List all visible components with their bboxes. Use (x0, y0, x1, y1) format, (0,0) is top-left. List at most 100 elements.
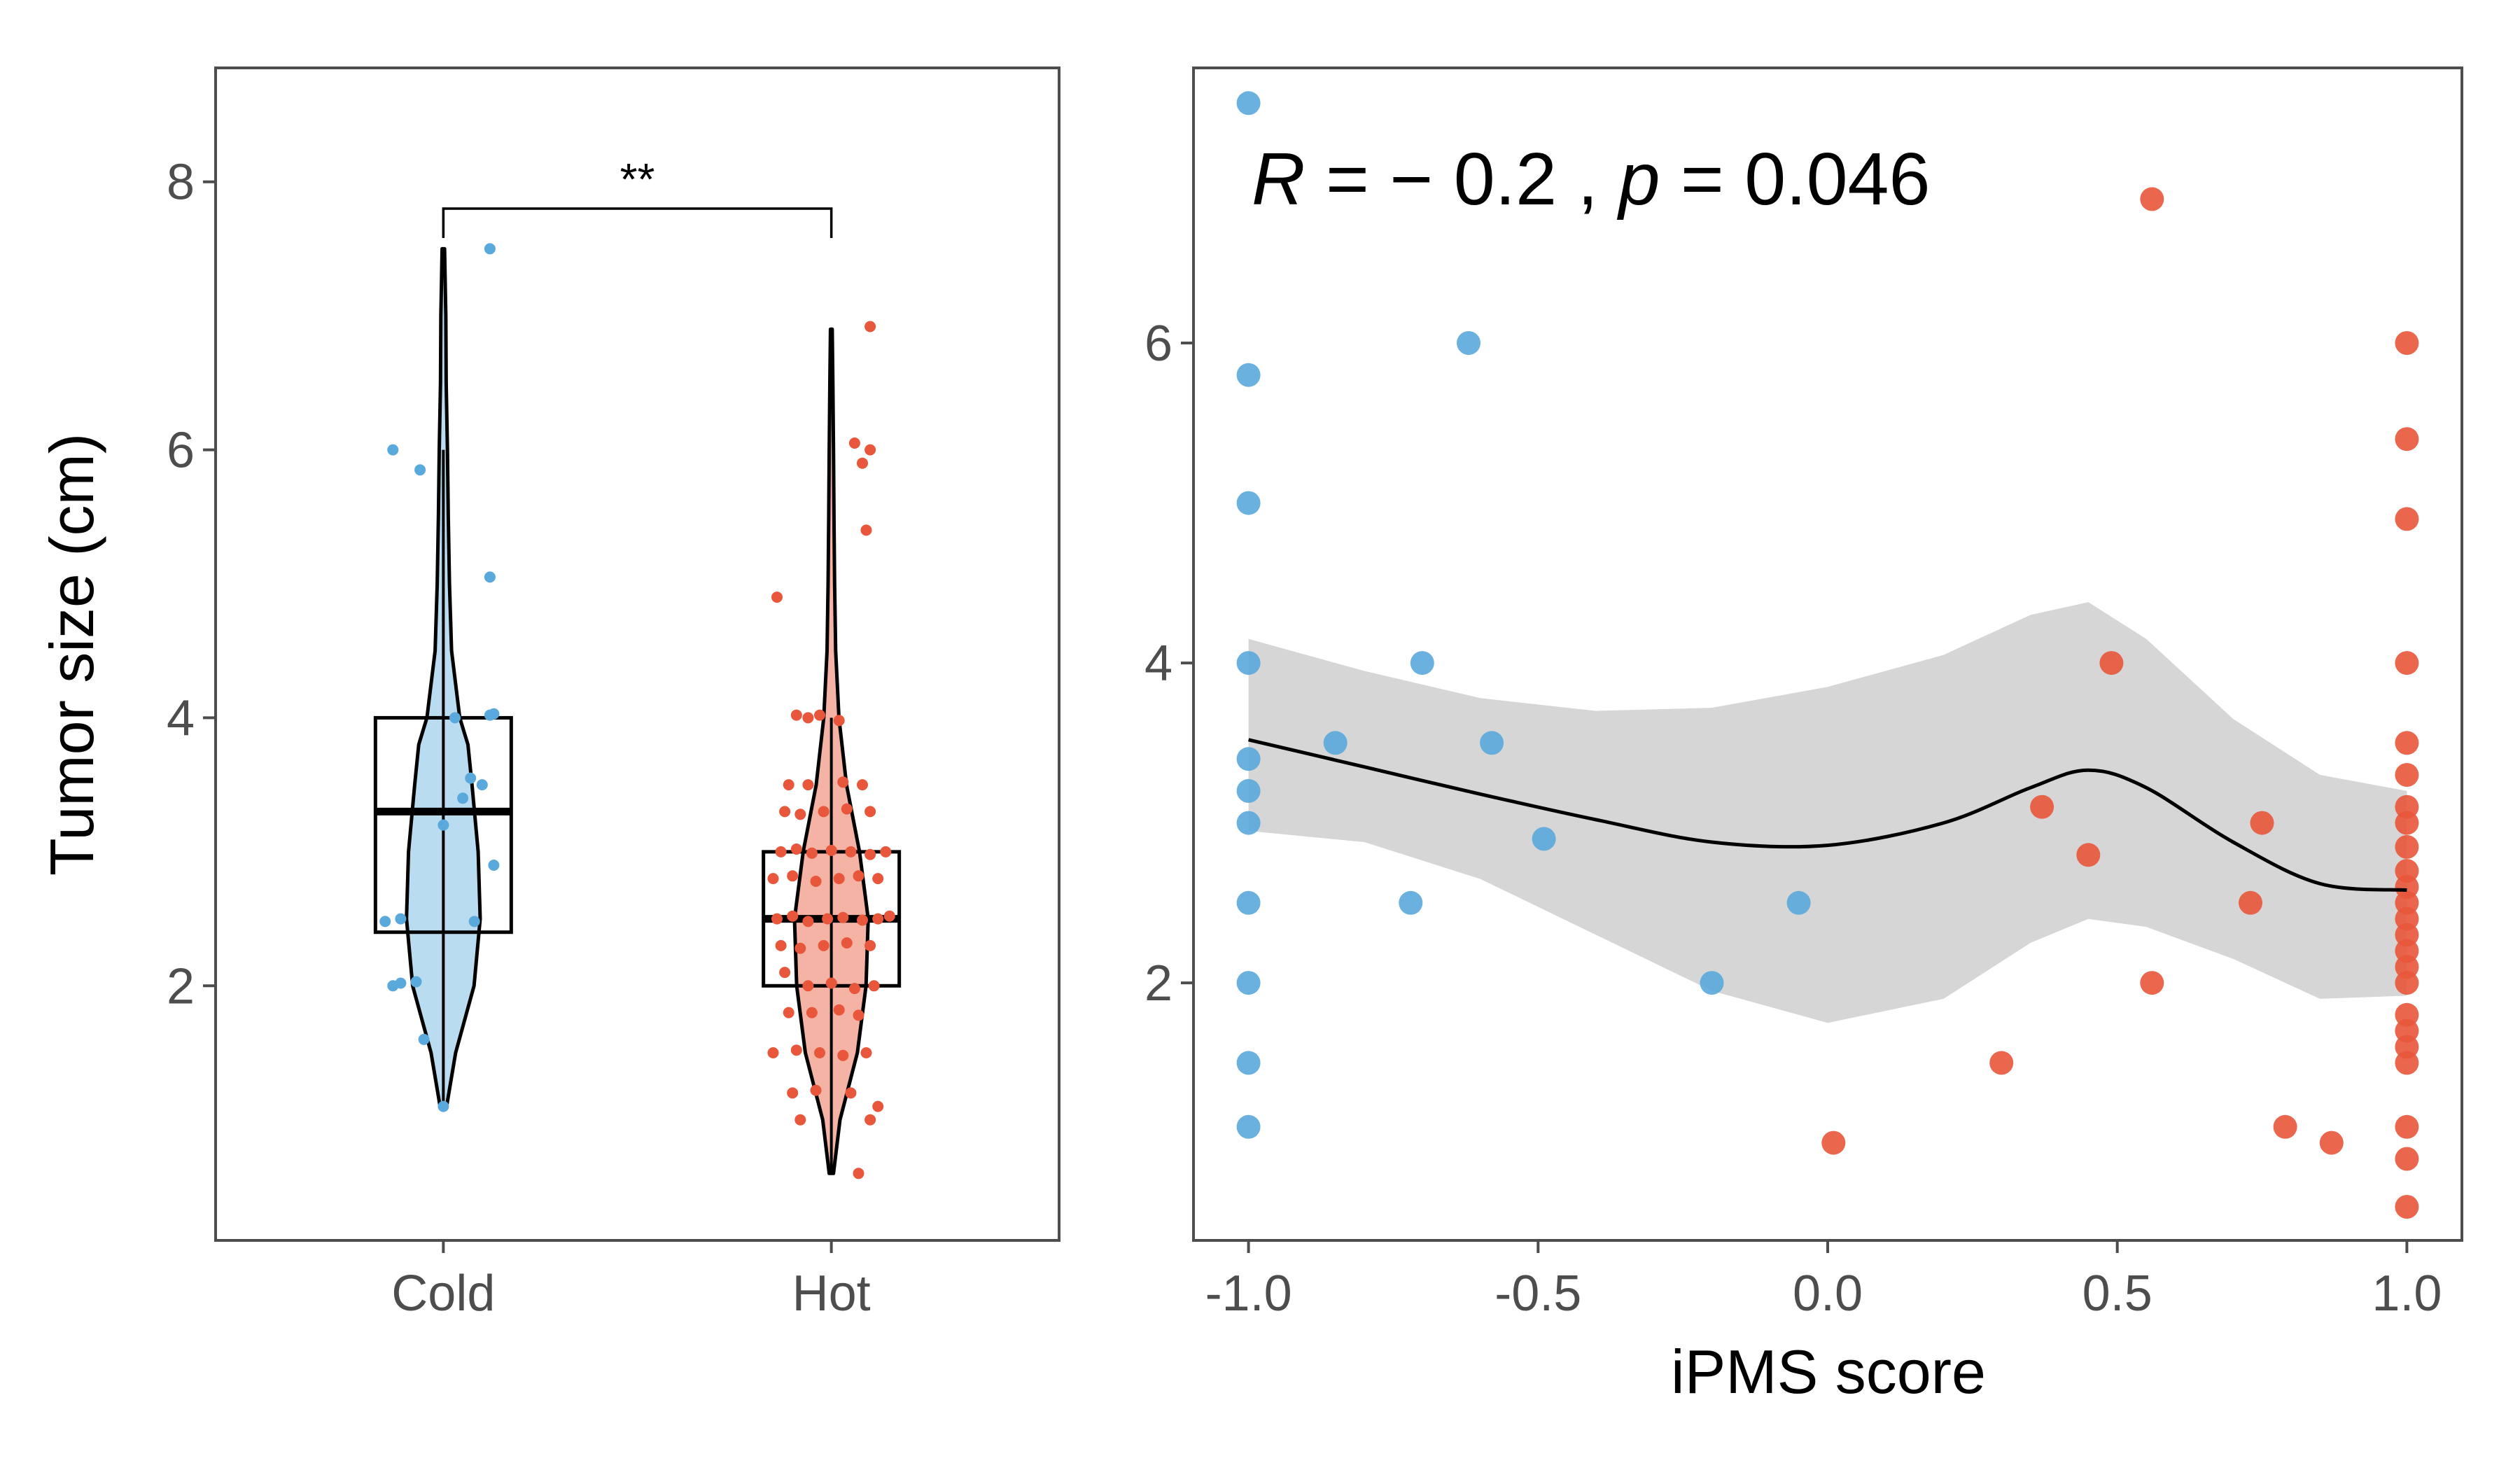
scatter-point-hot (1989, 1051, 2014, 1075)
point-cold (484, 571, 496, 583)
scatter-point-cold (1480, 731, 1504, 755)
point-hot (775, 846, 787, 858)
point-hot (806, 1007, 818, 1018)
point-hot (868, 980, 880, 992)
scatter-point-hot (2250, 811, 2274, 835)
left-y-tick-label: 8 (167, 155, 195, 211)
scatter-point-hot (2395, 1195, 2419, 1219)
point-hot (818, 939, 830, 951)
scatter-point-cold (1700, 971, 1724, 995)
significance-label: ** (620, 154, 655, 204)
point-cold (438, 819, 449, 831)
scatter-point-cold (1399, 890, 1423, 915)
point-hot (872, 1100, 884, 1112)
significance-bracket: ** (442, 154, 833, 238)
right-x-tick-label: 0.0 (1793, 1266, 1863, 1322)
point-hot (841, 937, 853, 948)
correlation-annotation: R = − 0.2 , p = 0.046 (1252, 138, 1930, 220)
point-hot (814, 709, 825, 721)
point-hot (790, 1044, 802, 1056)
confidence-band (1248, 602, 2407, 1023)
scatter-point-cold (1236, 1114, 1261, 1139)
correlation-p-label: p (1616, 138, 1660, 220)
scatter-point-hot (2319, 1130, 2344, 1155)
scatter-marks (1236, 91, 2419, 1219)
point-hot (775, 939, 787, 951)
scatter-point-cold (1236, 747, 1261, 771)
point-cold (379, 916, 391, 927)
point-hot (837, 911, 849, 923)
point-hot (845, 846, 857, 858)
point-hot (802, 916, 814, 927)
scatter-point-hot (2239, 890, 2262, 915)
point-cold (438, 1100, 449, 1112)
scatter-point-hot (2395, 1114, 2419, 1139)
point-hot (767, 1047, 779, 1058)
scatter-point-hot (2140, 187, 2164, 211)
point-hot (841, 803, 853, 815)
violin-box-panel: 2 4 6 8 Cold Hot Tumor size (cm) ** (37, 66, 1060, 1322)
scatter-point-cold (1786, 890, 1811, 915)
point-hot (825, 977, 837, 989)
right-x-tick-label: 1.0 (2372, 1266, 2442, 1322)
scatter-point-hot (2395, 971, 2419, 995)
point-hot (810, 1084, 822, 1096)
scatter-point-hot (2030, 794, 2054, 819)
point-cold (476, 779, 488, 791)
point-hot (864, 444, 876, 456)
point-hot (833, 873, 845, 885)
scatter-point-hot (2273, 1114, 2297, 1139)
point-hot (822, 913, 834, 925)
point-hot (783, 779, 794, 791)
point-hot (779, 967, 791, 979)
point-hot (857, 779, 868, 791)
left-y-tick-label: 2 (167, 958, 195, 1014)
scatter-point-hot (2395, 1147, 2419, 1171)
point-cold (414, 464, 426, 476)
left-x-axis: Cold Hot (391, 1240, 871, 1322)
point-hot (872, 873, 884, 885)
scatter-point-cold (1236, 651, 1261, 676)
point-cold (395, 913, 407, 925)
left-x-tick-label: Hot (792, 1266, 871, 1322)
correlation-p-value: = 0.046 (1660, 138, 1930, 220)
left-y-axis: 2 4 6 8 (167, 155, 216, 1014)
point-hot (837, 776, 849, 788)
scatter-point-cold (1236, 811, 1261, 835)
point-cold (410, 976, 422, 988)
scatter-point-cold (1323, 731, 1348, 755)
point-hot (790, 709, 802, 721)
point-hot (794, 1114, 806, 1126)
right-y-tick-label: 2 (1144, 955, 1172, 1011)
point-hot (787, 910, 799, 922)
scatter-point-hot (2395, 651, 2419, 676)
point-hot (833, 1004, 845, 1016)
scatter-point-hot (2395, 763, 2419, 787)
left-y-tick-label: 6 (167, 423, 195, 479)
point-hot (848, 983, 860, 995)
right-x-tick-label: -1.0 (1205, 1266, 1292, 1322)
box-cold (373, 715, 513, 934)
point-hot (802, 980, 814, 992)
smooth-line (1248, 738, 2407, 892)
point-hot (794, 942, 806, 954)
point-hot (864, 806, 876, 818)
scatter-group-hot (1821, 187, 2419, 1219)
point-hot (860, 1047, 872, 1058)
point-hot (864, 321, 876, 332)
group-cold (373, 243, 513, 1112)
significance-bracket-line (442, 207, 833, 238)
point-hot (783, 1007, 794, 1018)
correlation-r-label: R (1252, 138, 1306, 220)
violin-box-marks (373, 243, 902, 1180)
left-panel-border (214, 66, 1060, 1242)
scatter-point-hot (2395, 507, 2419, 531)
point-hot (853, 1009, 864, 1021)
point-hot (818, 806, 830, 818)
point-hot (872, 913, 884, 925)
point-cold (484, 243, 496, 255)
point-cold (468, 916, 480, 927)
scatter-point-cold (1236, 890, 1261, 915)
scatter-point-hot (2395, 834, 2419, 859)
left-x-tick-label: Cold (391, 1266, 495, 1322)
